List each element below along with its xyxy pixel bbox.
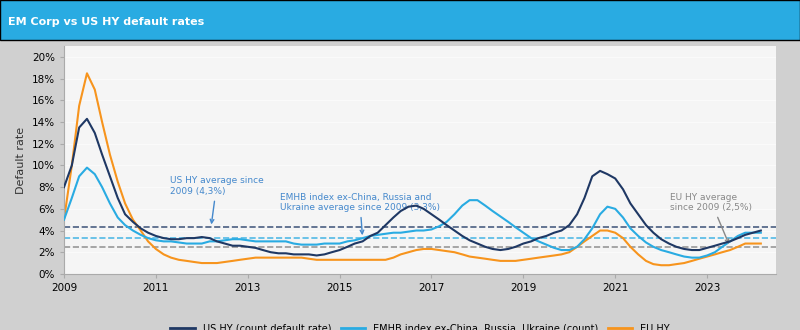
Text: EM Corp vs US HY default rates: EM Corp vs US HY default rates <box>8 17 204 27</box>
Text: EMHB index ex-China, Russia and
Ukraine average since 2009 (3,3%): EMHB index ex-China, Russia and Ukraine … <box>280 193 440 234</box>
FancyBboxPatch shape <box>0 0 800 40</box>
Text: US HY average since
2009 (4,3%): US HY average since 2009 (4,3%) <box>170 176 263 223</box>
Text: EU HY average
since 2009 (2,5%): EU HY average since 2009 (2,5%) <box>670 193 752 243</box>
Legend: US HY (count default rate), EMHB index ex-China, Russia, Ukraine (count), EU HY: US HY (count default rate), EMHB index e… <box>166 320 674 330</box>
Y-axis label: Default rate: Default rate <box>16 126 26 194</box>
